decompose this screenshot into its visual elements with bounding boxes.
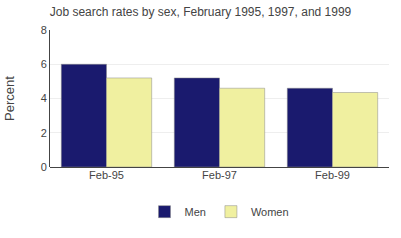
svg-text:Men: Men bbox=[185, 206, 206, 218]
svg-text:6: 6 bbox=[41, 58, 47, 70]
svg-text:8: 8 bbox=[41, 24, 47, 36]
svg-text:Feb-97: Feb-97 bbox=[202, 169, 237, 181]
svg-text:0: 0 bbox=[41, 161, 47, 173]
svg-text:Women: Women bbox=[251, 206, 289, 218]
svg-text:Feb-99: Feb-99 bbox=[315, 169, 350, 181]
svg-text:Percent: Percent bbox=[2, 76, 17, 121]
svg-text:2: 2 bbox=[41, 127, 47, 139]
svg-text:Feb-95: Feb-95 bbox=[89, 169, 124, 181]
svg-text:4: 4 bbox=[41, 92, 47, 104]
svg-text:Job search rates by sex, Febru: Job search rates by sex, February 1995, … bbox=[50, 5, 352, 19]
